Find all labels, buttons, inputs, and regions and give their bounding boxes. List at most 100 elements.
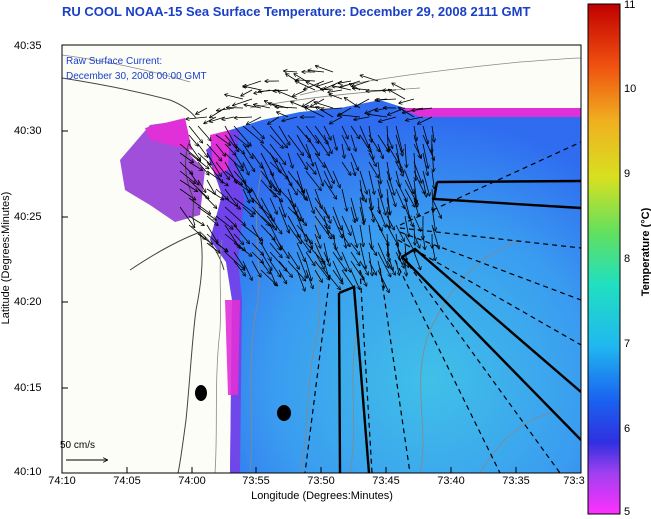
y-tick-label: 40:15 [14,382,42,394]
x-tick-label: 73:3 [563,475,585,487]
current-vector [328,89,343,92]
current-vector [179,170,195,183]
landmark-dot [195,385,207,401]
current-vector [404,251,408,268]
current-vector [296,80,316,81]
current-vector [224,134,239,152]
current-vector [206,152,221,176]
current-vector [296,179,306,200]
current-vector [395,161,403,176]
current-vector [386,251,393,270]
current-vector [350,206,355,222]
y-tick-label: 40:35 [14,40,42,52]
current-vector [321,108,343,109]
current-vector [422,170,430,196]
x-tick-label: 74:10 [48,475,76,487]
current-vector [377,269,389,292]
current-vector [269,242,282,258]
current-vector [206,215,218,225]
current-vector [242,188,250,203]
current-vector [287,224,301,244]
current-vector [287,215,300,238]
current-vector [377,161,381,184]
current-vector [395,224,404,241]
current-vector [413,215,421,231]
current-vector [215,134,230,145]
current-vector [413,125,417,141]
current-vector [215,242,228,251]
current-vector [206,179,215,194]
current-vector [414,152,416,180]
current-vector [197,125,211,141]
current-vector [350,242,360,255]
current-vector [432,143,434,172]
current-vector [269,125,287,148]
current-vector [359,179,363,200]
current-vector [269,170,280,192]
current-vector [377,242,389,268]
current-vector [316,107,334,118]
current-vector [395,143,401,171]
current-vector [316,80,334,87]
current-vector [341,269,355,289]
current-vector [225,95,244,100]
current-vector [368,188,372,209]
current-vector [350,134,356,151]
current-vector [233,170,252,191]
current-vector [399,108,415,118]
current-vector [432,188,433,212]
current-vector [278,197,285,217]
current-vector [269,134,283,148]
current-vector [296,170,304,194]
current-vector [423,233,425,249]
current-vector [422,152,428,175]
current-vector [305,170,321,190]
current-vector [305,125,319,143]
x-axis-title: Longitude (Degrees:Minutes) [251,490,393,502]
current-vector [206,188,224,200]
current-vector [368,143,374,159]
current-vector [206,224,218,243]
current-vector [197,233,212,244]
cold-edge-band-north [400,108,581,117]
current-vector [431,170,434,188]
current-vector [260,161,271,188]
current-vector [295,81,316,91]
current-vector [359,134,371,152]
current-vector [330,116,343,124]
x-tick-label: 74:00 [178,475,206,487]
current-vector [329,94,343,100]
current-vector [284,71,298,72]
colorbar-tick: 6 [624,423,631,435]
current-vector [386,260,395,275]
current-vector [188,197,210,214]
current-vector [293,89,307,96]
current-vector [233,197,255,214]
current-vector [368,170,374,194]
colorbar-tick: 9 [624,168,631,180]
current-vector [323,206,331,223]
current-vector [314,269,322,282]
current-vector [217,107,235,111]
current-vector [314,125,328,144]
current-vector [395,179,407,201]
current-vector [332,251,346,271]
current-vector [350,260,364,280]
current-vector [233,143,244,154]
current-vector [224,125,237,148]
current-vector [359,269,367,286]
current-vector [392,83,406,91]
current-vector [247,116,262,124]
current-vector [314,197,329,218]
current-vector [314,152,325,167]
current-vector [224,233,245,251]
current-vector [405,260,407,276]
current-vector [260,143,277,162]
current-vector [296,134,310,158]
current-vector [224,206,245,225]
current-vector [395,251,404,268]
current-vector [179,188,196,200]
current-vector [278,269,287,284]
current-vector [224,188,238,206]
